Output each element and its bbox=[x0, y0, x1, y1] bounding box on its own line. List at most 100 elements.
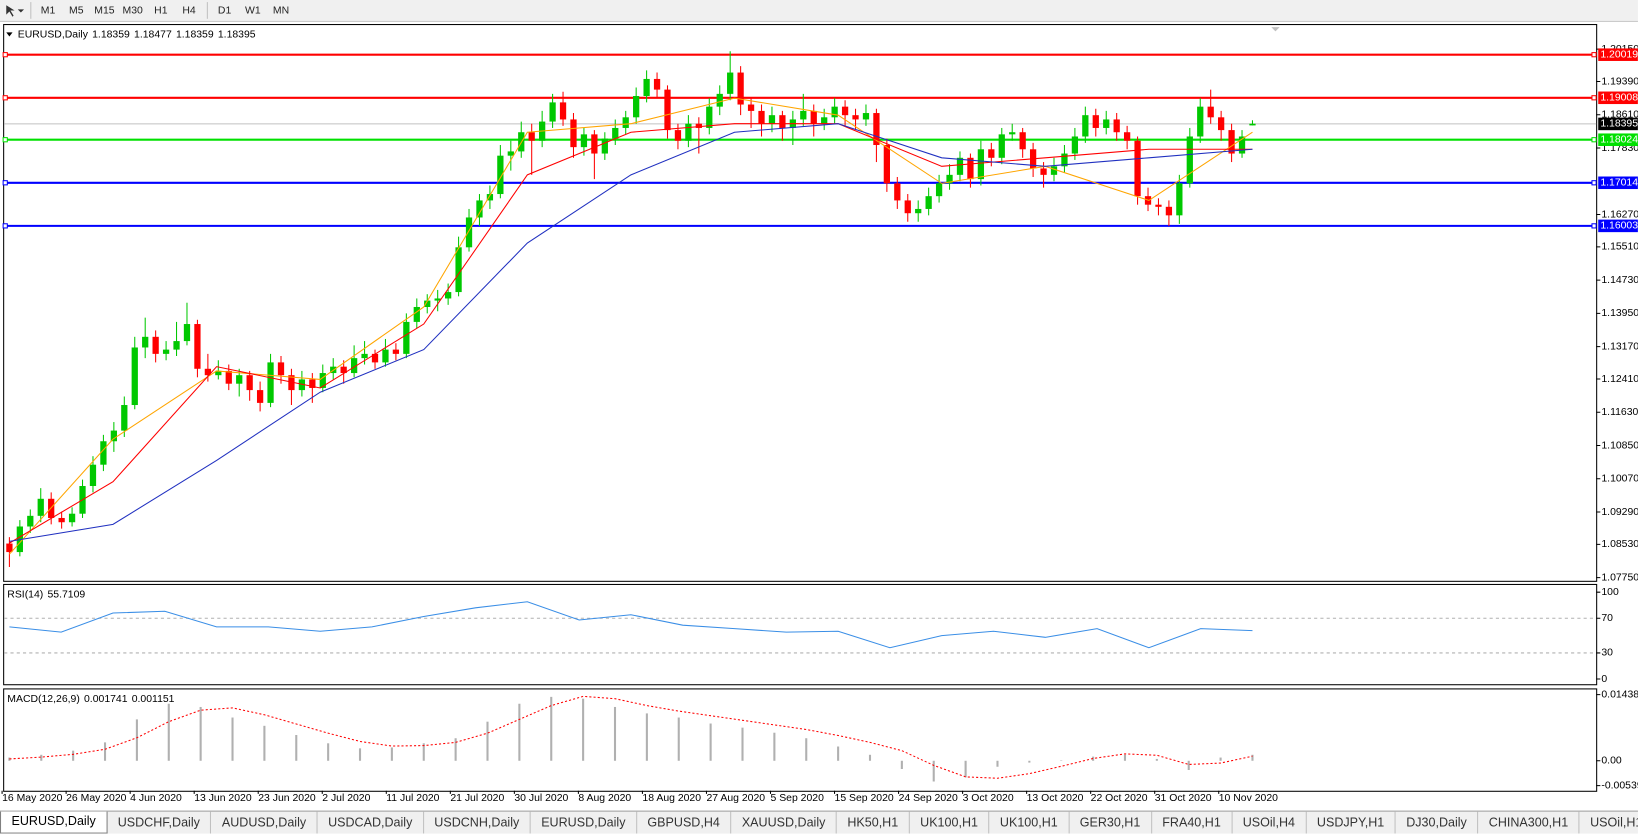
candle-body bbox=[476, 200, 483, 218]
candle-body bbox=[601, 138, 608, 154]
candle-body bbox=[810, 110, 817, 124]
candle-body bbox=[152, 336, 159, 354]
timeframe-button[interactable]: M1 bbox=[40, 4, 56, 17]
y-tick-label: 1.14730 bbox=[1601, 275, 1638, 286]
chart-tab[interactable]: USDCAD,Daily bbox=[318, 811, 424, 834]
chart-tab[interactable]: USDJPY,H1 bbox=[1306, 811, 1396, 834]
x-tick-label: 15 Sep 2020 bbox=[835, 793, 894, 804]
chart-tab[interactable]: UK100,H1 bbox=[989, 811, 1070, 834]
timeframe-button[interactable]: H1 bbox=[154, 4, 168, 17]
candle-body bbox=[549, 102, 556, 122]
candle-body bbox=[862, 113, 870, 120]
candle-body bbox=[821, 117, 828, 124]
timeframe-button[interactable]: M15 bbox=[94, 4, 115, 17]
timeframe-button[interactable]: M5 bbox=[68, 4, 84, 17]
timeframe-button[interactable]: D1 bbox=[217, 4, 232, 17]
level-label-box bbox=[1598, 133, 1638, 146]
x-tick-label: 10 Nov 2020 bbox=[1219, 793, 1278, 804]
chart-tab[interactable]: EURUSD,Daily bbox=[0, 811, 108, 834]
level-handle bbox=[2, 180, 8, 186]
candle-body bbox=[1061, 153, 1068, 167]
candle-body bbox=[121, 405, 128, 431]
candle-body bbox=[236, 375, 243, 384]
candle-body bbox=[288, 375, 295, 391]
y-tick-label: 1.07750 bbox=[1601, 572, 1638, 583]
candle-body bbox=[747, 104, 755, 111]
candle-body bbox=[309, 379, 316, 388]
chart-tab[interactable]: DJ30,Daily bbox=[1396, 811, 1479, 834]
chart-tab[interactable]: USOil,H4 bbox=[1232, 811, 1307, 834]
candle-body bbox=[1040, 168, 1047, 175]
timeframe-button[interactable]: M30 bbox=[122, 4, 143, 17]
candle-body bbox=[424, 300, 431, 307]
moving-average bbox=[9, 123, 1253, 544]
candle-body bbox=[1019, 132, 1026, 150]
timeframe-button[interactable]: H4 bbox=[182, 4, 196, 17]
candle-body bbox=[852, 115, 859, 120]
y-tick-label: 1.12410 bbox=[1601, 374, 1638, 385]
header-value: 1.18477 bbox=[134, 29, 172, 40]
chart-tab[interactable]: GER30,H1 bbox=[1069, 811, 1152, 834]
chart-tab[interactable]: AUDUSD,Daily bbox=[211, 811, 318, 834]
level-label: 1.16003 bbox=[1600, 221, 1638, 232]
chart-tab[interactable]: USOil,H1 bbox=[1580, 812, 1638, 834]
chart-tab[interactable]: FRA40,H1 bbox=[1152, 811, 1233, 834]
candle-body bbox=[737, 72, 744, 105]
chart-tab[interactable]: HK50,H1 bbox=[837, 811, 910, 834]
level-label: 1.19008 bbox=[1600, 93, 1638, 104]
header-value: 1.18359 bbox=[92, 29, 130, 40]
y-tick-label: 1.10070 bbox=[1601, 474, 1638, 485]
candle-body bbox=[371, 353, 379, 363]
candle-body bbox=[1123, 132, 1131, 141]
candle-body bbox=[664, 89, 671, 131]
chart-background bbox=[0, 21, 1638, 810]
cursor-tool[interactable] bbox=[0, 1, 27, 20]
timeframe-button[interactable]: MN bbox=[272, 4, 290, 17]
timeframe-button[interactable]: W1 bbox=[244, 4, 261, 17]
chart-tab[interactable]: USDCNH,Daily bbox=[424, 811, 531, 834]
candle-body bbox=[528, 132, 535, 141]
moving-average bbox=[9, 123, 1253, 542]
y-tick-label: 1.19390 bbox=[1601, 76, 1638, 87]
x-tick-label: 4 Jun 2020 bbox=[130, 793, 182, 804]
x-tick-label: 22 Oct 2020 bbox=[1091, 793, 1148, 804]
candle-body bbox=[612, 127, 619, 139]
y-tick-label: 1.16270 bbox=[1601, 209, 1638, 220]
candle-body bbox=[559, 102, 567, 120]
candle-body bbox=[413, 306, 420, 322]
level-label-box bbox=[1598, 219, 1638, 233]
candle-body bbox=[915, 208, 922, 214]
chart-tab[interactable]: USDCHF,Daily bbox=[107, 811, 212, 834]
candle-body bbox=[340, 366, 347, 374]
y-tick-label: 1.17830 bbox=[1601, 143, 1638, 154]
y-tick-label: 0 bbox=[1601, 674, 1607, 685]
y-tick-label: 1.18610 bbox=[1601, 110, 1638, 121]
x-tick-label: 26 May 2020 bbox=[66, 793, 127, 804]
candle-body bbox=[1176, 183, 1183, 216]
chart-tab[interactable]: CHINA300,H1 bbox=[1478, 811, 1580, 834]
chart-tab[interactable]: EURUSD,Daily bbox=[531, 811, 637, 834]
candle-body bbox=[674, 130, 682, 141]
candle-body bbox=[758, 110, 765, 124]
candle-body bbox=[1082, 115, 1089, 137]
x-tick-label: 23 Jun 2020 bbox=[258, 793, 316, 804]
y-tick-label: 1.13170 bbox=[1601, 341, 1638, 352]
level-handle bbox=[2, 223, 8, 229]
candle-body bbox=[894, 183, 901, 201]
candle-body bbox=[225, 370, 232, 384]
chart-tab[interactable]: GBPUSD,H4 bbox=[637, 811, 732, 834]
candle-body bbox=[68, 513, 76, 523]
candle-body bbox=[977, 149, 985, 180]
collapse-arrow[interactable] bbox=[6, 32, 13, 37]
separator bbox=[30, 2, 32, 19]
level-handle bbox=[2, 52, 8, 58]
chart-tab[interactable]: XAUUSD,Daily bbox=[731, 811, 837, 834]
candle-body bbox=[267, 362, 274, 403]
timeframe-toolbar: M1 M5 M15 M30 H1 H4 D1 W1 MN bbox=[0, 0, 1638, 22]
candle-body bbox=[1134, 140, 1141, 197]
candle-body bbox=[1186, 136, 1193, 184]
chart-tab[interactable]: UK100,H1 bbox=[910, 811, 990, 834]
signal-line bbox=[9, 695, 1253, 779]
y-tick-label: 1.11630 bbox=[1601, 407, 1638, 418]
